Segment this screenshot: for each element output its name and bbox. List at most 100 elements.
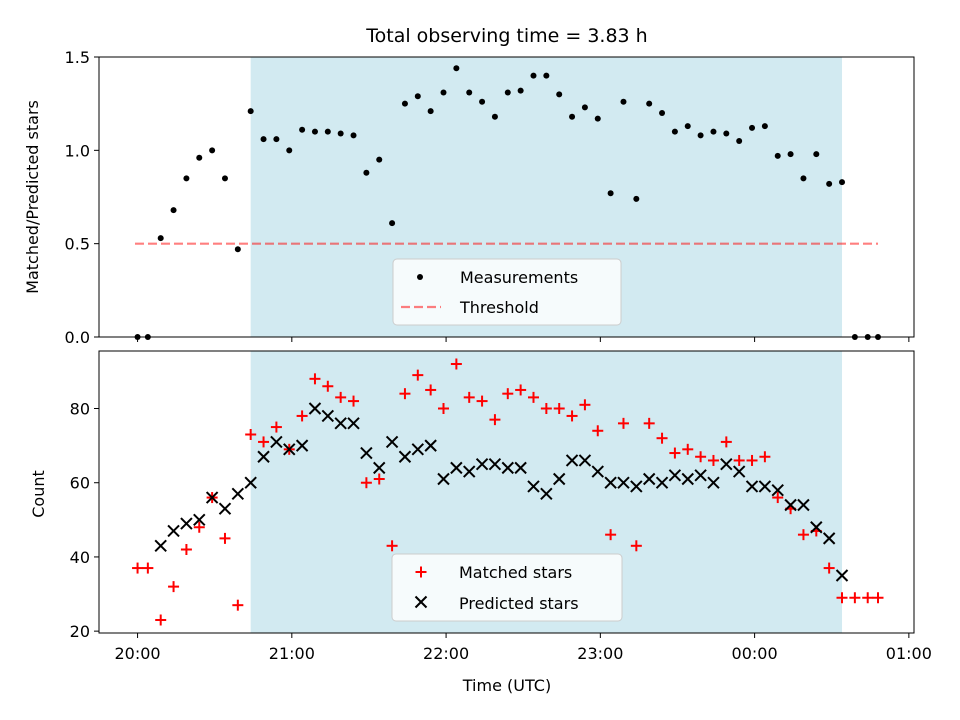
matched-star-point — [605, 529, 617, 541]
matched-star-point — [322, 380, 334, 392]
predicted-star-point — [578, 454, 592, 467]
matched-star-point — [617, 417, 629, 429]
measurement-point — [286, 147, 293, 154]
measurement-point — [209, 147, 216, 154]
predicted-star-b — [591, 465, 604, 478]
predicted-star-point — [295, 439, 309, 452]
predicted-star-b — [321, 409, 335, 423]
measurement-point — [337, 130, 344, 137]
matched-star-point — [540, 403, 552, 415]
matched-star-point — [425, 384, 437, 396]
predicted-star-point — [308, 402, 322, 415]
predicted-star-point — [193, 513, 206, 527]
predicted-star-b — [501, 461, 514, 475]
measurement-point — [440, 89, 447, 96]
matched-star-point — [579, 399, 591, 411]
matched-star-point — [386, 540, 398, 552]
matched-star-point — [707, 454, 719, 466]
measurement-point — [530, 72, 537, 79]
predicted-star-b — [745, 480, 759, 493]
y-tick-label: 40 — [70, 548, 90, 567]
predicted-star-point — [822, 532, 836, 545]
predicted-star-point — [655, 476, 669, 489]
predicted-star-point — [424, 439, 437, 452]
predicted-star-point — [450, 461, 463, 475]
predicted-star-b — [540, 487, 553, 501]
predicted-star-point — [591, 465, 604, 478]
matched-star-point — [592, 425, 604, 437]
predicted-star-point — [437, 472, 450, 486]
predicted-star-b — [193, 513, 206, 527]
measurement-point — [569, 113, 576, 120]
predicted-star-point — [630, 480, 643, 493]
measurement-point — [414, 93, 421, 100]
measurement-point — [504, 89, 511, 96]
matched-star-point — [772, 492, 784, 504]
measurement-point — [594, 115, 601, 122]
matched-star-point — [232, 599, 244, 611]
measurement-point — [247, 108, 254, 115]
matched-star-point — [219, 532, 231, 544]
predicted-star-b — [617, 476, 630, 489]
measurement-point — [774, 152, 781, 159]
matched-star-point — [193, 521, 205, 533]
matched-star-point — [132, 562, 144, 574]
matched-star-point — [643, 417, 655, 429]
predicted-star-point — [552, 472, 566, 486]
x-tick-label: 20:00 — [115, 644, 161, 663]
predicted-star-b — [295, 439, 309, 452]
matched-star-point — [245, 428, 257, 440]
predicted-star-point — [488, 457, 502, 471]
predicted-star-b — [784, 498, 797, 512]
measurement-point — [556, 91, 563, 98]
predicted-star-b — [437, 472, 450, 486]
matched-star-point — [630, 540, 642, 552]
predicted-star-b — [347, 417, 360, 430]
measurement-point — [234, 246, 241, 253]
predicted-star-b — [527, 480, 540, 493]
predicted-star-point — [257, 450, 270, 463]
measurement-point — [453, 65, 460, 72]
measurement-point — [401, 100, 408, 107]
y-tick-label: 80 — [70, 400, 90, 419]
measurement-point — [659, 110, 666, 116]
predicted-star-b — [707, 476, 720, 489]
matched-star-point — [309, 373, 321, 385]
measurement-point — [671, 128, 678, 135]
predicted-star-point — [681, 472, 694, 486]
measurement-point — [543, 72, 550, 79]
predicted-star-point — [732, 465, 746, 478]
predicted-star-b — [270, 435, 283, 449]
legend-threshold-label: Threshold — [459, 298, 539, 317]
measurement-point — [170, 207, 177, 214]
predicted-star-point — [283, 443, 296, 456]
predicted-star-point — [540, 487, 553, 501]
predicted-star-b — [360, 446, 373, 460]
predicted-star-point — [527, 480, 540, 493]
measurement-point — [363, 169, 370, 176]
predicted-star-point — [167, 524, 180, 538]
matched-star-point — [759, 451, 771, 463]
predicted-star-b — [810, 521, 823, 534]
measurement-point — [761, 123, 768, 130]
y-tick-label: 20 — [70, 622, 90, 641]
measurement-point — [749, 124, 756, 131]
matched-star-point — [142, 562, 154, 574]
predicted-star-point — [720, 457, 733, 471]
x-tick-label: 23:00 — [577, 644, 623, 663]
measurement-point — [260, 136, 267, 143]
predicted-star-point — [411, 443, 425, 456]
predicted-star-b — [630, 480, 643, 493]
predicted-star-b — [488, 457, 502, 471]
legend-top: Measurements Threshold — [392, 258, 622, 326]
predicted-star-b — [797, 498, 810, 512]
predicted-star-b — [411, 443, 425, 456]
matched-star-point — [849, 592, 861, 604]
predicted-star-b — [218, 502, 232, 515]
predicted-star-b — [398, 450, 412, 463]
predicted-star-point — [205, 491, 219, 504]
measurement-point — [196, 154, 203, 161]
predicted-star-point — [797, 498, 810, 512]
y-tick-label: 1.5 — [65, 48, 90, 67]
predicted-star-point — [463, 465, 476, 478]
